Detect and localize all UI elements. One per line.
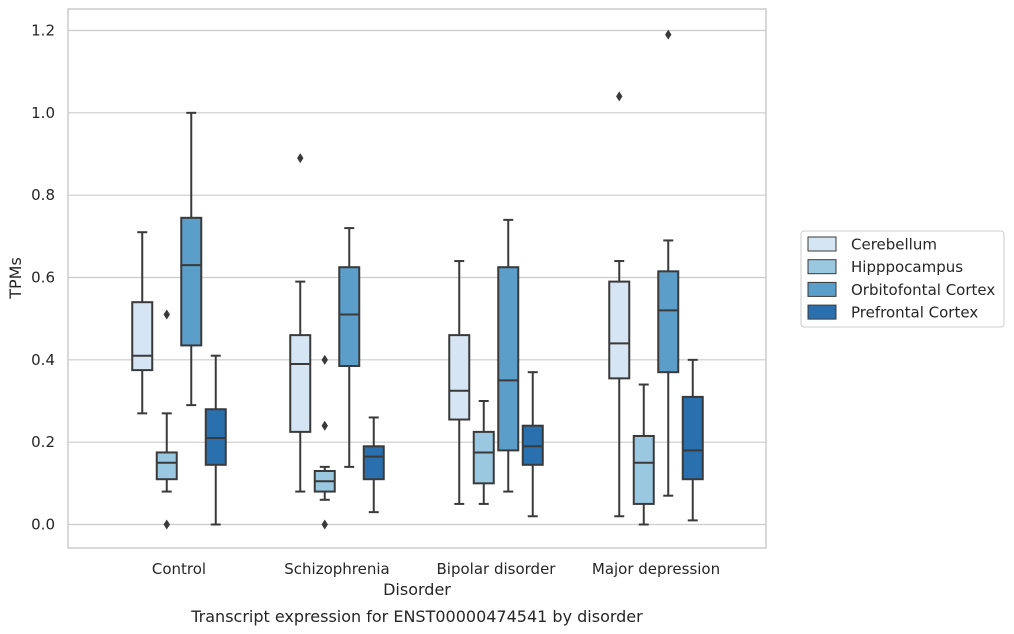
box-group: [448, 260, 471, 505]
box-group: [521, 371, 544, 518]
y-tick-label: 0.0: [31, 516, 55, 534]
box-group: [632, 383, 655, 526]
y-axis-title: TPMs: [6, 257, 25, 300]
box-group: [362, 416, 385, 514]
box-iqr: [608, 280, 631, 380]
legend-label: Prefrontal Cortex: [851, 304, 978, 322]
legend-label: Orbitofontal Cortex: [851, 281, 995, 299]
legend-swatch: [807, 304, 837, 320]
x-axis-ticks: Control Schizophrenia Bipolar disorder Majo…: [152, 560, 720, 578]
outlier-point: [321, 519, 328, 530]
box-group: [681, 358, 704, 522]
box-iqr: [338, 266, 361, 368]
outlier-point: [297, 153, 304, 164]
y-axis-ticks: 0.0 0.2 0.4 0.6 0.8 1.0 1.2: [31, 22, 55, 534]
box-group: [289, 153, 312, 493]
box-iqr: [497, 266, 520, 452]
outlier-point: [163, 309, 170, 320]
box-iqr: [155, 451, 178, 481]
box-group: [313, 354, 336, 530]
box-group: [497, 218, 520, 493]
outlier-point: [321, 420, 328, 431]
plot-area-frame: [67, 8, 767, 549]
box-iqr: [521, 424, 544, 466]
legend: Cerebellum Hipppocampus Orbitofontal Corte…: [800, 230, 1005, 328]
box-group: [180, 111, 203, 407]
box-iqr: [681, 395, 704, 481]
legend-frame: [800, 230, 1005, 328]
outlier-point: [665, 29, 672, 40]
chart-caption: Transcript expression for ENST0000047454…: [190, 607, 643, 626]
y-tick-label: 1.0: [31, 104, 55, 122]
box-group: [338, 227, 361, 468]
box-iqr: [289, 334, 312, 433]
legend-label: Cerebellum: [851, 236, 937, 254]
y-tick-label: 0.8: [31, 186, 55, 204]
box-group: [155, 309, 178, 530]
legend-swatch: [807, 259, 837, 275]
box-group: [131, 231, 154, 415]
box-group: [608, 91, 631, 518]
x-tick-label: Major depression: [592, 560, 720, 578]
y-tick-label: 0.2: [31, 433, 55, 451]
x-axis-title: Disorder: [383, 580, 451, 599]
box-iqr: [362, 445, 385, 481]
x-tick-label: Bipolar disorder: [437, 560, 557, 578]
box-iqr: [448, 334, 471, 421]
box-iqr: [632, 434, 655, 505]
x-tick-label: Schizophrenia: [284, 560, 389, 578]
box-iqr: [131, 301, 154, 372]
legend-swatch: [807, 281, 837, 297]
y-tick-label: 0.6: [31, 269, 55, 287]
box-iqr: [204, 408, 227, 466]
box-iqr: [472, 430, 495, 485]
outlier-point: [616, 91, 623, 102]
box-iqr: [180, 216, 203, 347]
outlier-point: [163, 519, 170, 530]
y-tick-label: 1.2: [31, 22, 55, 40]
boxes: [131, 29, 704, 530]
legend-swatch: [807, 236, 837, 252]
outlier-point: [321, 354, 328, 365]
y-tick-label: 0.4: [31, 351, 55, 369]
legend-label: Hipppocampus: [851, 258, 963, 276]
x-tick-label: Control: [152, 560, 206, 578]
box-group: [204, 354, 227, 526]
box-iqr: [657, 270, 680, 374]
box-group: [657, 29, 680, 497]
box-group: [472, 400, 495, 505]
